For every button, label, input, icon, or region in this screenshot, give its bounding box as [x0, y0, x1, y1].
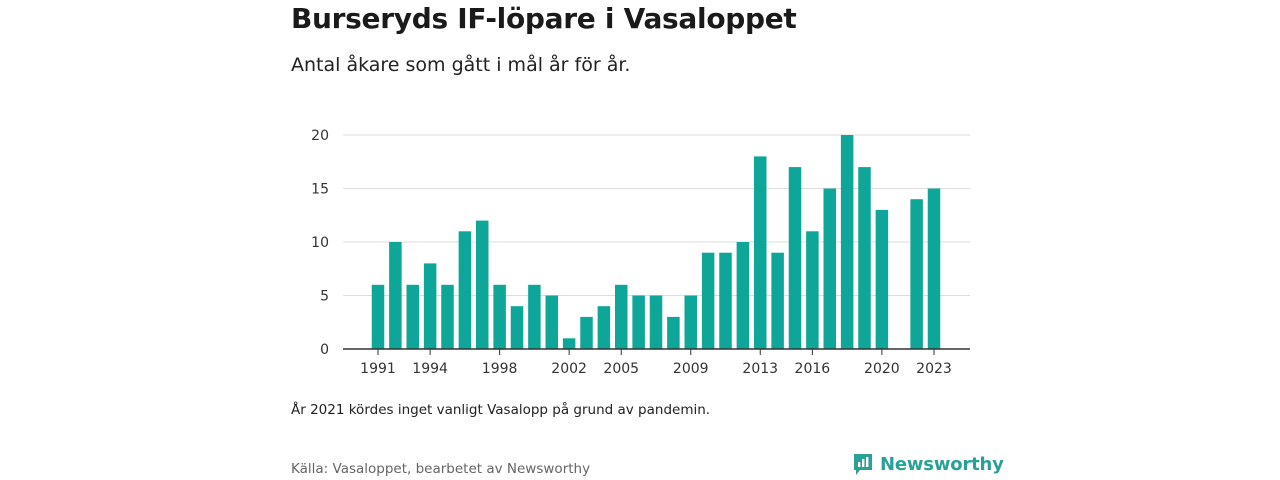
bar-1995 — [441, 284, 454, 349]
bar-2010 — [701, 252, 715, 349]
bar-2004 — [597, 306, 611, 349]
chart-note: År 2021 kördes inget vanligt Vasalopp på… — [291, 402, 711, 418]
x-tick-label: 2009 — [673, 361, 709, 377]
newsworthy-logo-icon — [854, 454, 872, 475]
bar-2017 — [823, 188, 836, 349]
bar-1999 — [510, 306, 524, 349]
bar-2000 — [528, 284, 541, 349]
bar-2016 — [806, 231, 819, 349]
chart-title: Burseryds IF-löpare i Vasaloppet — [291, 2, 797, 35]
bar-2018 — [840, 135, 854, 349]
bar-1994 — [423, 263, 437, 349]
bar-2013 — [754, 156, 767, 349]
bar-1998 — [493, 284, 506, 349]
y-tick-label: 20 — [311, 128, 329, 144]
bar-1997 — [476, 220, 489, 349]
bar-1992 — [389, 242, 402, 349]
bar-2022 — [910, 199, 923, 349]
bar-1991 — [371, 284, 385, 349]
chart-card: Burseryds IF-löpare i Vasaloppet Antal å… — [291, 0, 1004, 480]
bar-2019 — [858, 167, 871, 349]
newsworthy-logo: Newsworthy — [852, 452, 1004, 476]
source-text: Källa: Vasaloppet, bearbetet av Newswort… — [291, 461, 591, 477]
bar-1993 — [406, 284, 419, 349]
bar-2020 — [875, 209, 889, 349]
x-tick-label: 2020 — [864, 361, 900, 377]
bar-2009 — [684, 295, 697, 349]
x-tick-label: 1998 — [482, 361, 518, 377]
x-tick-label: 2023 — [916, 361, 952, 377]
x-tick-label: 2005 — [603, 361, 639, 377]
x-tick-label: 1991 — [360, 361, 396, 377]
bar-2014 — [771, 252, 784, 349]
y-tick-label: 0 — [320, 342, 329, 358]
bar-2015 — [788, 167, 802, 349]
bar-2006 — [632, 295, 645, 349]
x-tick-label: 1994 — [412, 361, 448, 377]
chart-subtitle: Antal åkare som gått i mål år för år. — [291, 54, 631, 76]
bar-2005 — [615, 284, 628, 349]
x-tick-label: 2002 — [551, 361, 587, 377]
y-tick-label: 5 — [320, 289, 329, 305]
x-tick-label: 2013 — [742, 361, 778, 377]
bar-2003 — [580, 316, 593, 349]
bar-1996 — [458, 231, 472, 349]
bar-2002 — [562, 338, 576, 349]
bar-2008 — [667, 316, 680, 349]
bar-2001 — [545, 295, 558, 349]
y-tick-label: 15 — [311, 182, 329, 198]
bar-2012 — [736, 242, 750, 349]
bar-2007 — [649, 295, 663, 349]
bar-2023 — [927, 188, 941, 349]
newsworthy-logo-text: Newsworthy — [880, 453, 1004, 475]
x-tick-label: 2016 — [795, 361, 831, 377]
bar-2011 — [719, 252, 732, 349]
y-tick-label: 10 — [311, 235, 329, 251]
